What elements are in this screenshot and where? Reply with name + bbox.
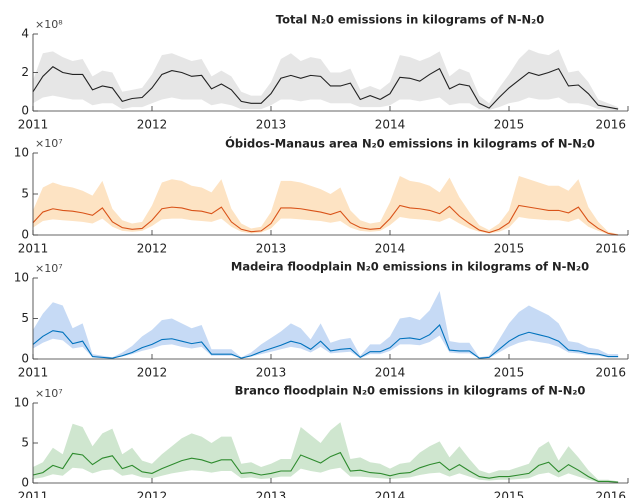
line [32, 451, 619, 483]
x-tick-label: 2013 [256, 490, 287, 498]
x-tick-label: 2014 [375, 490, 406, 498]
axis-exponent: ×10⁷ [35, 262, 63, 275]
x-tick-label: 2016 [595, 118, 626, 132]
x-tick-label: 2011 [18, 490, 49, 498]
uncertainty-band [33, 175, 619, 235]
chart-title: Total N₂0 emissions in kilograms of N-N₂… [276, 13, 544, 27]
y-tick-label: 0 [21, 104, 29, 118]
y-tick-label: 5 [21, 311, 29, 325]
x-tick-label: 2011 [18, 366, 49, 380]
uncertainty-band [33, 49, 619, 111]
uncertainty-band [33, 422, 619, 483]
y-tick-label: 10 [14, 146, 29, 160]
x-tick-label: 2016 [595, 242, 626, 256]
x-tick-label: 2011 [18, 242, 49, 256]
axis-exponent: ×10⁸ [35, 18, 63, 31]
x-tick-label: 2015 [494, 118, 525, 132]
y-tick-label: 4 [21, 27, 29, 41]
x-tick-label: 2016 [595, 490, 626, 498]
x-tick-label: 2015 [494, 366, 525, 380]
y-tick-label: 0 [21, 352, 29, 366]
x-tick-label: 2013 [256, 242, 287, 256]
y-tick-label: 5 [21, 187, 29, 201]
line [32, 204, 619, 236]
y-tick-label: 5 [21, 436, 29, 450]
x-tick-label: 2014 [375, 242, 406, 256]
x-tick-label: 2013 [256, 118, 287, 132]
uncertainty-band [33, 290, 619, 359]
x-tick-label: 2012 [137, 242, 168, 256]
x-tick-label: 2012 [137, 490, 168, 498]
x-tick-label: 2014 [375, 366, 406, 380]
x-tick-label: 2012 [137, 366, 168, 380]
axis-exponent: ×10⁷ [35, 137, 63, 150]
x-tick-label: 2016 [595, 366, 626, 380]
x-tick-label: 2015 [494, 490, 525, 498]
chart-title: Óbidos-Manaus area N₂0 emissions in kilo… [225, 136, 595, 151]
y-tick-label: 0 [21, 228, 29, 242]
x-tick-label: 2012 [137, 118, 168, 132]
y-tick-label: 10 [14, 396, 29, 410]
y-tick-label: 0 [21, 476, 29, 490]
line [32, 66, 619, 110]
x-tick-label: 2011 [18, 118, 49, 132]
x-tick-label: 2015 [494, 242, 525, 256]
x-tick-label: 2014 [375, 118, 406, 132]
chart-title: Madeira floodplain N₂0 emissions in kilo… [231, 260, 589, 274]
chart-title: Branco floodplain N₂0 emissions in kilog… [235, 384, 586, 398]
line [32, 324, 619, 359]
y-tick-label: 2 [21, 65, 29, 79]
axis-exponent: ×10⁷ [35, 387, 63, 400]
x-tick-label: 2013 [256, 366, 287, 380]
y-tick-label: 10 [14, 271, 29, 285]
